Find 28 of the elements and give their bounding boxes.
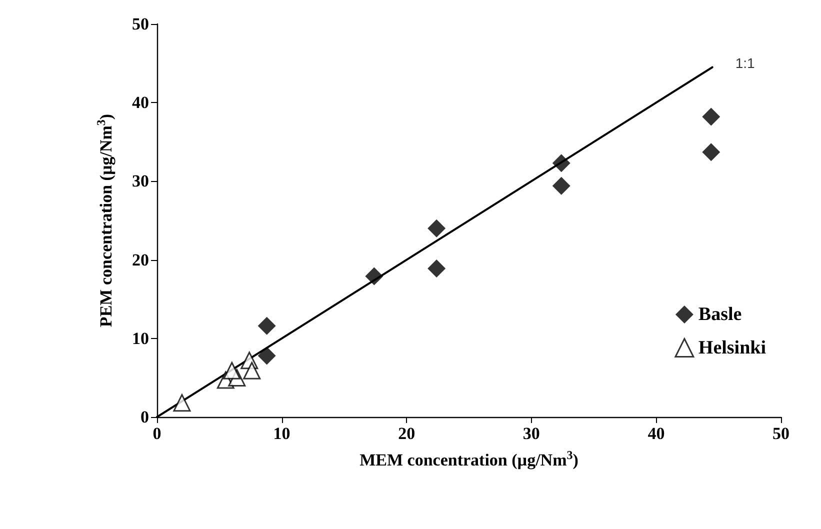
point (428, 219, 446, 238)
point (223, 362, 241, 380)
x-tick-label: 40 (648, 424, 665, 443)
annotation: 1:1 (735, 55, 756, 72)
y-tick-label: 40 (132, 93, 149, 112)
y-tick-label: 10 (132, 328, 149, 348)
y-tick-label: 50 (132, 14, 149, 34)
point (552, 154, 570, 172)
x-tick-label: 20 (398, 424, 416, 443)
point (258, 346, 276, 365)
y-tick-label: 20 (132, 250, 149, 270)
x-tick-label: 0 (152, 424, 162, 443)
point (428, 259, 446, 278)
y-axis-title: PEM concentration (µg/Nm3) (94, 114, 116, 328)
legend-label: Helsinki (698, 337, 766, 358)
point (258, 316, 276, 335)
point (365, 267, 384, 286)
point (702, 108, 720, 126)
x-tick-label: 50 (772, 424, 790, 443)
point (702, 143, 720, 162)
x-tick-label: 10 (273, 424, 290, 443)
point (552, 176, 570, 195)
legend-label: Basle (698, 304, 742, 325)
x-tick-label: 30 (522, 424, 540, 443)
point (243, 362, 261, 380)
y-tick-label: 0 (140, 408, 149, 426)
point (173, 394, 191, 412)
y-tick-label: 30 (132, 172, 149, 191)
